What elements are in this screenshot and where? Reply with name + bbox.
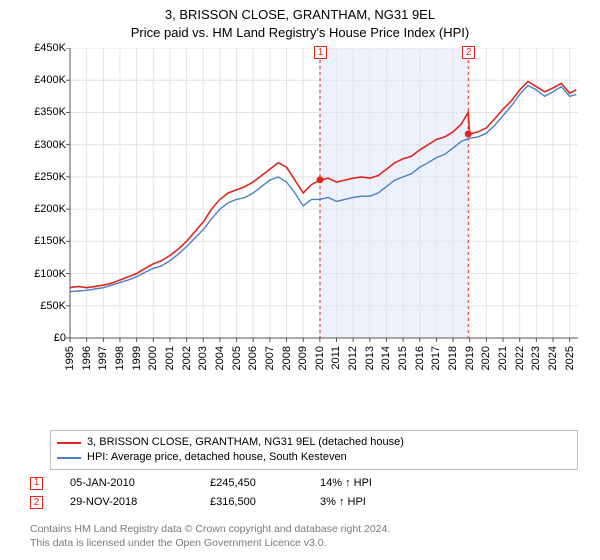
x-tick-label: 2021 <box>497 346 509 370</box>
title-line-1: 3, BRISSON CLOSE, GRANTHAM, NG31 9EL <box>0 6 600 24</box>
x-tick-label: 2018 <box>447 346 459 370</box>
x-tick-label: 1998 <box>114 346 126 370</box>
x-tick-label: 2008 <box>281 346 293 370</box>
x-tick-label: 2020 <box>480 346 492 370</box>
legend-row-property: 3, BRISSON CLOSE, GRANTHAM, NG31 9EL (de… <box>57 435 571 450</box>
x-tick-label: 2016 <box>414 346 426 370</box>
y-tick-label: £0 <box>54 332 66 344</box>
x-tick-label: 2007 <box>264 346 276 370</box>
x-tick-label: 1995 <box>64 346 76 370</box>
y-tick-label: £100K <box>34 268 66 280</box>
chart-area <box>50 48 578 378</box>
legend-swatch-property <box>57 442 81 444</box>
x-tick-label: 2012 <box>347 346 359 370</box>
chart-svg <box>50 48 578 378</box>
sale-row-2: 2 29-NOV-2018 £316,500 3% ↑ HPI <box>30 496 578 510</box>
x-tick-label: 2000 <box>147 346 159 370</box>
legend-label-property: 3, BRISSON CLOSE, GRANTHAM, NG31 9EL (de… <box>87 435 404 450</box>
y-tick-label: £450K <box>34 42 66 54</box>
x-tick-label: 2001 <box>164 346 176 370</box>
x-tick-label: 1997 <box>97 346 109 370</box>
y-tick-label: £400K <box>34 74 66 86</box>
x-tick-label: 2014 <box>380 346 392 370</box>
legend-swatch-hpi <box>57 457 81 459</box>
sale-price-1: £245,450 <box>210 477 320 489</box>
x-tick-label: 2023 <box>530 346 542 370</box>
x-tick-label: 2004 <box>214 346 226 370</box>
footer-line-2: This data is licensed under the Open Gov… <box>30 536 390 550</box>
sale-marker-2: 2 <box>30 496 43 509</box>
x-tick-label: 2025 <box>564 346 576 370</box>
sale-delta-1: 14% ↑ HPI <box>320 477 440 489</box>
y-tick-label: £150K <box>34 235 66 247</box>
y-tick-label: £200K <box>34 203 66 215</box>
y-tick-label: £300K <box>34 139 66 151</box>
legend-box: 3, BRISSON CLOSE, GRANTHAM, NG31 9EL (de… <box>50 430 578 470</box>
title-line-2: Price paid vs. HM Land Registry's House … <box>0 24 600 42</box>
sale-delta-2: 3% ↑ HPI <box>320 496 440 508</box>
x-tick-label: 2013 <box>364 346 376 370</box>
y-tick-label: £50K <box>40 300 66 312</box>
sale-marker-1: 1 <box>30 477 43 490</box>
x-tick-label: 2024 <box>547 346 559 370</box>
y-tick-label: £350K <box>34 106 66 118</box>
x-tick-label: 2011 <box>330 346 342 370</box>
x-tick-label: 1996 <box>81 346 93 370</box>
chart-sale-marker: 2 <box>462 46 475 59</box>
sale-date-1: 05-JAN-2010 <box>70 477 210 489</box>
x-tick-label: 2003 <box>197 346 209 370</box>
footer-note: Contains HM Land Registry data © Crown c… <box>30 522 390 550</box>
legend-row-hpi: HPI: Average price, detached house, Sout… <box>57 450 571 465</box>
x-tick-label: 2006 <box>247 346 259 370</box>
x-tick-label: 2002 <box>181 346 193 370</box>
title-block: 3, BRISSON CLOSE, GRANTHAM, NG31 9EL Pri… <box>0 0 600 41</box>
chart-container: 3, BRISSON CLOSE, GRANTHAM, NG31 9EL Pri… <box>0 0 600 560</box>
sale-row-1: 1 05-JAN-2010 £245,450 14% ↑ HPI <box>30 476 578 490</box>
x-tick-label: 2005 <box>231 346 243 370</box>
footer-line-1: Contains HM Land Registry data © Crown c… <box>30 522 390 536</box>
y-tick-label: £250K <box>34 171 66 183</box>
sale-date-2: 29-NOV-2018 <box>70 496 210 508</box>
chart-sale-marker: 1 <box>314 46 327 59</box>
x-tick-label: 2015 <box>397 346 409 370</box>
x-tick-label: 2022 <box>514 346 526 370</box>
x-tick-label: 1999 <box>131 346 143 370</box>
sale-price-2: £316,500 <box>210 496 320 508</box>
x-tick-label: 2009 <box>297 346 309 370</box>
x-tick-label: 2019 <box>464 346 476 370</box>
sales-block: 1 05-JAN-2010 £245,450 14% ↑ HPI 2 29-NO… <box>30 476 578 515</box>
x-tick-label: 2017 <box>430 346 442 370</box>
legend-label-hpi: HPI: Average price, detached house, Sout… <box>87 450 347 465</box>
x-tick-label: 2010 <box>314 346 326 370</box>
